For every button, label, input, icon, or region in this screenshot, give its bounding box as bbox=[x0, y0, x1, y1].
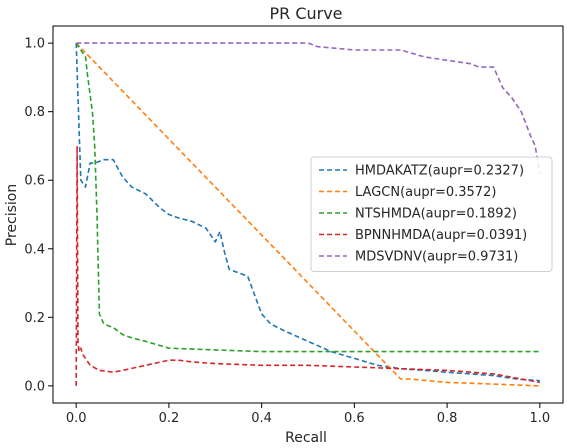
plot-frame bbox=[52, 25, 564, 404]
x-tick-label: 0.0 bbox=[66, 411, 87, 426]
y-axis-title: Precision bbox=[4, 184, 20, 246]
legend-label: NTSHMDA(aupr=0.1892) bbox=[355, 207, 517, 222]
y-tick-label: 1.0 bbox=[24, 37, 45, 52]
x-tick-label: 1.0 bbox=[529, 411, 550, 426]
x-axis-title: Recall bbox=[285, 430, 327, 446]
legend-label: MDSVDNV(aupr=0.9731) bbox=[355, 250, 518, 265]
legend-label: HMDAKATZ(aupr=0.2327) bbox=[355, 164, 524, 179]
series-line-3 bbox=[75, 145, 540, 386]
x-tick-label: 0.4 bbox=[251, 411, 272, 426]
legend-label: BPNNHMDA(aupr=0.0391) bbox=[355, 228, 527, 243]
series-line-4 bbox=[76, 42, 541, 174]
legend-label: LAGCN(aupr=0.3572) bbox=[355, 185, 496, 200]
legend: HMDAKATZ(aupr=0.2327) LAGCN(aupr=0.3572) N… bbox=[310, 156, 553, 272]
y-tick-label: 0.8 bbox=[24, 105, 45, 120]
legend-box bbox=[310, 156, 553, 272]
x-tick-label: 0.8 bbox=[437, 411, 458, 426]
plot-area: 0.0 0.2 0.4 0.6 0.8 1.0 0.0 0.2 0.4 0.6 0.8 1.0 bbox=[24, 25, 564, 426]
x-tick-label: 0.6 bbox=[344, 411, 365, 426]
y-tick-label: 0.2 bbox=[24, 311, 45, 326]
y-tick-label: 0.4 bbox=[24, 242, 45, 257]
y-tick-label: 0.6 bbox=[24, 174, 45, 189]
series-line-2 bbox=[75, 42, 540, 353]
chart-title: PR Curve bbox=[269, 4, 342, 23]
x-tick-label: 0.2 bbox=[159, 411, 180, 426]
y-tick-label: 0.0 bbox=[24, 379, 45, 394]
